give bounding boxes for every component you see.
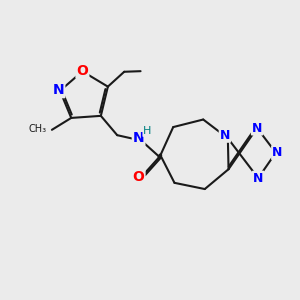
Text: N: N xyxy=(133,131,144,145)
Text: N: N xyxy=(252,122,262,134)
Text: H: H xyxy=(143,126,152,136)
Text: N: N xyxy=(272,146,283,159)
Text: N: N xyxy=(53,83,64,97)
Text: O: O xyxy=(133,170,145,184)
Text: O: O xyxy=(76,64,88,78)
Text: N: N xyxy=(220,129,230,142)
Text: N: N xyxy=(253,172,263,184)
Text: CH₃: CH₃ xyxy=(28,124,46,134)
